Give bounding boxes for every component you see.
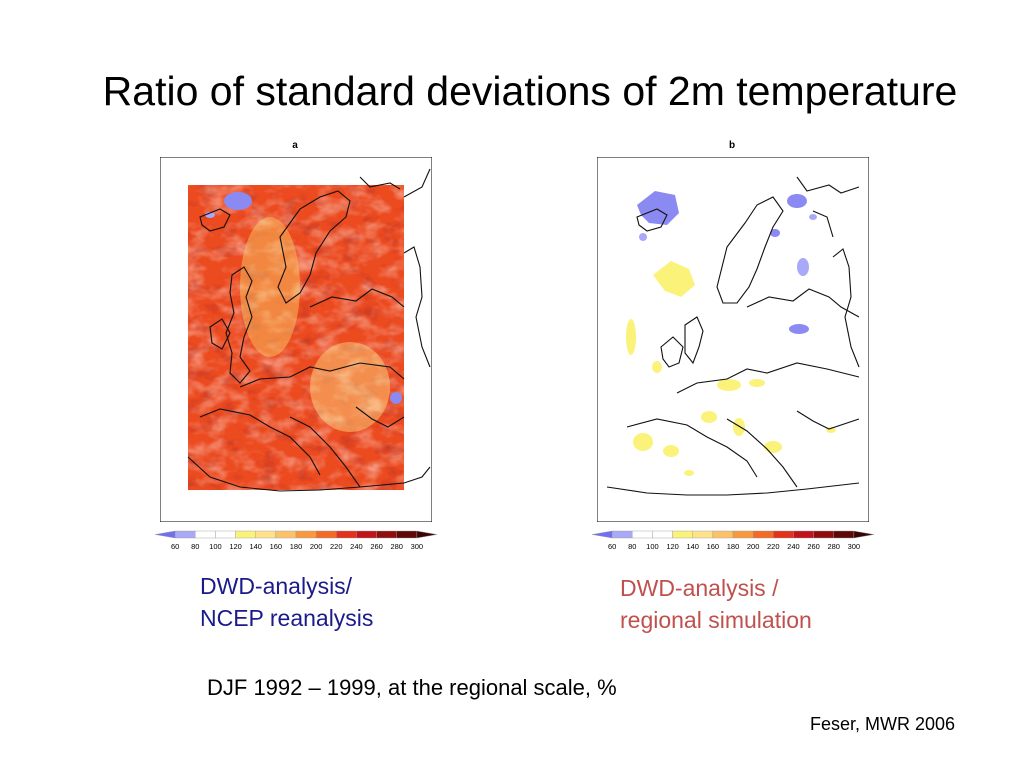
colorbar-b-swatch: [732, 530, 754, 539]
colorbar-b-tick-label: 100: [646, 542, 659, 551]
colorbar-a-swatch: [195, 530, 216, 539]
colorbar-a-tick-label: 260: [370, 542, 383, 551]
colorbar-a-swatch: [235, 530, 256, 539]
caption-b-line-2: regional simulation: [620, 607, 812, 633]
colorbar-a-swatch: [416, 530, 438, 539]
colorbar-a-tick-label: 200: [310, 542, 323, 551]
colorbar-b-swatch: [752, 530, 774, 539]
colorbar-b-swatch: [611, 530, 633, 539]
map-panel-a: a: [145, 140, 445, 551]
colorbar-a-tick-label: 160: [270, 542, 283, 551]
colorbar-b: 60 80 100 120 140 160 180 200 220 240 260 280 300: [591, 530, 875, 551]
colorbar-a-swatch: [174, 530, 196, 539]
colorbar-a-swatch: [315, 530, 337, 539]
colorbar-a-swatch: [376, 530, 397, 539]
colorbar-a-tick-label: 300: [411, 542, 424, 551]
colorbar-a-swatch: [356, 530, 377, 539]
colorbar-b-tick-label: 260: [807, 542, 820, 551]
colorbar-b-swatch: [773, 530, 794, 539]
colorbar-b-swatch: [591, 530, 613, 539]
colorbar-a-tick-label: 140: [249, 542, 262, 551]
colorbar-a: 60 80 100 120 140 160 180 200 220 240 260 280 300: [154, 530, 438, 551]
caption-b-line-1: DWD-analysis /: [620, 575, 779, 601]
colorbar-b-tick-label: 200: [747, 542, 760, 551]
colorbar-a-tick-label: 180: [290, 542, 303, 551]
colorbar-a-tick-label: 240: [350, 542, 363, 551]
panel-label-a: a: [292, 140, 298, 151]
ratio-map-a: [160, 157, 432, 522]
colorbar-a-tick-label: 80: [191, 542, 199, 551]
colorbar-a-tick-label: 120: [229, 542, 242, 551]
panel-label-b: b: [728, 140, 736, 151]
colorbar-b-tick-label: 80: [628, 542, 636, 551]
colorbar-b-tick-label: 220: [767, 542, 780, 551]
colorbar-b-swatch: [833, 530, 855, 539]
colorbar-b-swatch: [672, 530, 693, 539]
colorbar-a-tick-label: 60: [171, 542, 179, 551]
colorbar-b-tick-label: 120: [666, 542, 679, 551]
colorbar-b-swatch: [813, 530, 834, 539]
citation: Feser, MWR 2006: [810, 714, 956, 734]
period-subtitle: DJF 1992 – 1999, at the regional scale, …: [207, 675, 617, 700]
colorbar-a-swatch: [275, 530, 297, 539]
colorbar-b-swatch: [853, 530, 875, 539]
map-panel-b: b: [582, 140, 882, 551]
colorbar-a-swatch: [336, 530, 357, 539]
caption-a-line-1: DWD-analysis/: [200, 573, 353, 599]
colorbar-b-swatch: [712, 530, 734, 539]
colorbar-a-tick-label: 100: [209, 542, 222, 551]
colorbar-b-swatch: [793, 530, 814, 539]
caption-panel-b: DWD-analysis / regional simulation: [620, 572, 812, 636]
colorbar-b-tick-label: 300: [848, 542, 861, 551]
colorbar-a-swatch: [295, 530, 317, 539]
colorbar-b-swatch: [652, 530, 673, 539]
colorbar-b-tick-label: 280: [827, 542, 840, 551]
colorbar-a-swatch: [215, 530, 236, 539]
colorbar-a-swatch: [396, 530, 418, 539]
colorbar-a-tick-label: 220: [330, 542, 343, 551]
colorbar-b-swatch: [632, 530, 653, 539]
caption-a-line-2: NCEP reanalysis: [200, 605, 374, 631]
slide-title: Ratio of standard deviations of 2m tempe…: [102, 68, 958, 114]
colorbar-b-swatch: [692, 530, 714, 539]
caption-panel-a: DWD-analysis/ NCEP reanalysis: [200, 570, 373, 634]
colorbar-a-swatch: [154, 530, 176, 539]
ratio-map-b: [597, 157, 869, 522]
colorbar-b-tick-label: 240: [787, 542, 800, 551]
colorbar-b-tick-label: 60: [608, 542, 616, 551]
colorbar-b-tick-label: 160: [707, 542, 720, 551]
colorbar-b-tick-label: 180: [727, 542, 740, 551]
colorbar-a-swatch: [255, 530, 277, 539]
colorbar-a-tick-label: 280: [390, 542, 403, 551]
colorbar-b-tick-label: 140: [686, 542, 699, 551]
